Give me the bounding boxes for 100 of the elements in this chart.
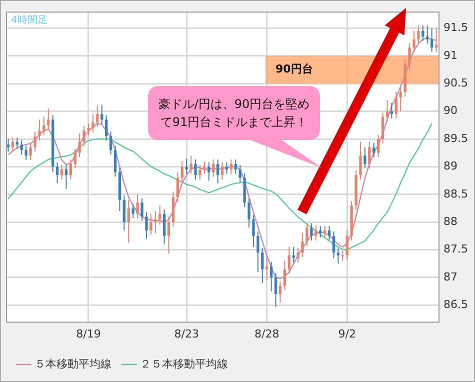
candlestick xyxy=(346,230,348,260)
candlestick xyxy=(69,159,72,180)
candlestick xyxy=(96,105,99,128)
candlestick xyxy=(60,164,64,180)
candlestick xyxy=(92,114,94,133)
candlestick xyxy=(412,30,416,53)
candlestick xyxy=(430,28,434,53)
candlestick xyxy=(283,260,286,291)
candlestick xyxy=(74,148,76,169)
candlestick xyxy=(140,198,144,222)
candlestick xyxy=(422,24,424,42)
candlestick xyxy=(341,250,344,262)
candlestick xyxy=(336,248,340,264)
candlestick xyxy=(78,132,81,158)
candlestick xyxy=(381,112,384,144)
candlestick xyxy=(364,146,366,169)
candlestick xyxy=(24,145,28,161)
candlestick xyxy=(198,164,202,180)
candlestick xyxy=(136,194,139,219)
candlestick xyxy=(180,160,184,183)
candlestick xyxy=(328,225,331,241)
candlestick xyxy=(56,162,59,184)
candlestick xyxy=(332,231,336,259)
candlestick xyxy=(306,222,308,246)
y-tick-label: 87 xyxy=(444,270,458,284)
candlestick xyxy=(270,261,273,292)
candlestick xyxy=(158,204,162,226)
candlestick xyxy=(310,222,313,241)
candlestick xyxy=(274,272,278,308)
candlestick xyxy=(399,86,402,112)
y-tick-label: 89.5 xyxy=(444,132,468,145)
candlestick xyxy=(301,232,304,258)
candlestick xyxy=(216,159,220,184)
candlestick xyxy=(376,134,380,158)
candlestick xyxy=(104,114,108,142)
candlestick xyxy=(6,138,10,152)
annotation: 豪ドル/円は、90円台を堅めて91円台ミドルまで上昇！ xyxy=(148,86,320,140)
candlestick xyxy=(372,142,376,158)
y-tick-label: 89 xyxy=(444,160,458,173)
x-tick-label: 8/19 xyxy=(76,327,101,340)
candlestick xyxy=(145,212,148,240)
candlestick xyxy=(220,162,224,180)
chart-title: 4時間足 xyxy=(11,14,48,26)
candlestick xyxy=(278,280,282,303)
candlestick xyxy=(203,160,206,174)
band-label: 90円台 xyxy=(276,62,313,76)
y-tick-label: 88.5 xyxy=(444,187,468,200)
candlestick xyxy=(426,24,429,44)
y-tick-label: 88 xyxy=(444,214,458,228)
candlestick xyxy=(162,208,166,245)
candlestick xyxy=(288,246,290,274)
y-tick-label: 86.5 xyxy=(444,298,468,312)
candlestick xyxy=(368,141,371,169)
candlestick xyxy=(122,195,126,231)
legend-label: ２５本移動平均線 xyxy=(140,357,228,370)
candlestick xyxy=(230,159,233,174)
candlestick xyxy=(208,162,210,182)
candlestick xyxy=(386,100,389,122)
candlestick xyxy=(167,216,170,254)
candlestick xyxy=(42,116,46,136)
x-tick-label: 8/23 xyxy=(174,327,199,340)
candlestick xyxy=(212,159,215,178)
x-tick-label: 9/2 xyxy=(338,327,356,340)
candlestick xyxy=(132,203,134,219)
candlestick xyxy=(238,164,242,183)
y-tick-label: 87.5 xyxy=(444,242,468,256)
candlestick xyxy=(296,248,300,264)
y-tick-label: 90.5 xyxy=(444,76,468,90)
candlestick xyxy=(34,131,36,152)
x-tick-label: 8/28 xyxy=(254,327,280,340)
candlestick xyxy=(87,122,90,136)
candlestick xyxy=(100,104,104,125)
candlestick xyxy=(190,155,192,174)
candlestick xyxy=(225,162,228,174)
candlestick xyxy=(114,145,117,178)
candlestick xyxy=(150,213,152,236)
y-tick-label: 91 xyxy=(444,48,458,62)
y-tick-label: 90 xyxy=(444,104,458,118)
candlestick xyxy=(82,126,86,147)
candlestick xyxy=(185,158,188,174)
candlestick xyxy=(127,199,130,244)
candlestick xyxy=(194,159,197,180)
candlestick xyxy=(234,159,237,174)
candlestick xyxy=(252,214,255,248)
candlestick xyxy=(256,231,260,272)
candlestick xyxy=(359,141,362,180)
candlestick xyxy=(394,91,398,120)
candlestick xyxy=(64,164,68,190)
candlestick xyxy=(11,136,14,152)
candlestick xyxy=(20,140,23,156)
candlestick xyxy=(47,108,50,130)
candlestick xyxy=(248,198,250,228)
candlestick xyxy=(417,24,420,44)
candlestick xyxy=(29,142,32,161)
legend-label: ５本移動平均線 xyxy=(34,357,112,370)
y-tick-label: 91.5 xyxy=(444,21,468,34)
candlestick xyxy=(408,42,411,70)
candlestick xyxy=(314,225,318,241)
candlestick xyxy=(261,248,264,284)
candlestick xyxy=(176,172,180,202)
